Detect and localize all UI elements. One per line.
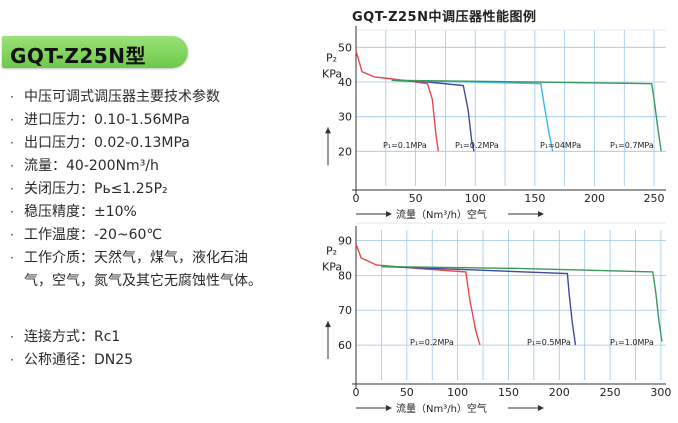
y-tick-label: 70 <box>338 304 352 317</box>
bullet-icon: · <box>10 330 14 344</box>
bullet-icon: · <box>10 353 14 367</box>
model-badge: GQT-Z25N型 <box>2 36 188 68</box>
spec-text: 工作温度：-20~60℃ <box>24 227 163 243</box>
x-tick-label: 100 <box>465 192 486 205</box>
spec-text: 中压可调式调压器主要技术参数 <box>24 89 220 105</box>
x-tick-label: 250 <box>600 386 621 399</box>
bullet-icon: · <box>10 113 14 127</box>
bullet-icon: · <box>10 182 14 196</box>
chart-2 <box>325 222 666 411</box>
x-tick-label: 50 <box>409 192 423 205</box>
series-line-2 <box>381 265 577 346</box>
series-label: P₁=0.1MPa <box>383 141 427 150</box>
y-axis-label: P₂ <box>326 51 337 64</box>
series-line-1 <box>355 50 439 152</box>
y-axis-unit: KPa <box>322 67 342 80</box>
series-label: P₁=0.5MPa <box>527 338 571 347</box>
y-tick-label: 40 <box>338 76 352 89</box>
spec-text: 流量：40-200Nm³/h <box>24 158 159 174</box>
series-line-2 <box>391 79 475 152</box>
series-label: P₁=0.7MPa <box>610 141 654 150</box>
spec-text: 工作介质：天然气，煤气，液化石油气，空气，氮气及其它无腐蚀性气体。 <box>24 250 262 289</box>
series-label: P₁=0.2MPa <box>410 338 454 347</box>
chart-1 <box>325 26 666 217</box>
y-axis-arrowhead <box>325 127 331 134</box>
series-line-3 <box>381 265 663 342</box>
spec-text: 关闭压力：Pь≤1.25P₂ <box>24 181 168 197</box>
x-tick-label: 200 <box>549 386 570 399</box>
x-tick-label: 250 <box>644 192 665 205</box>
y-axis-label: P₂ <box>326 244 337 257</box>
x-axis-label: 流量（Nm³/h）空气 <box>396 208 487 221</box>
chart-title: GQT-Z25N中调压器性能图例 <box>352 10 537 25</box>
bullet-icon: · <box>10 90 14 104</box>
spec-text: 进口压力：0.10-1.56MPa <box>24 112 190 128</box>
bullet-icon: · <box>10 251 14 265</box>
y-tick-label: 20 <box>338 145 352 158</box>
x-axis-label: 流量（Nm³/h）空气 <box>396 402 487 415</box>
x-tick-label: 50 <box>400 386 414 399</box>
series-label: P₁=1.0MPa <box>610 338 654 347</box>
x-tick-label: 0 <box>353 386 360 399</box>
x-tick-label: 300 <box>650 386 671 399</box>
y-axis-unit: KPa <box>322 260 342 273</box>
bullet-icon: · <box>10 205 14 219</box>
model-badge-label: GQT-Z25N型 <box>10 44 146 68</box>
x-axis-arrowhead-left <box>386 405 392 411</box>
x-axis-arrowhead-right <box>538 405 544 411</box>
y-tick-label: 30 <box>338 111 352 124</box>
x-axis-arrowhead-left <box>386 211 392 217</box>
y-tick-label: 50 <box>338 41 352 54</box>
series-label: P₁=0.2MPa <box>455 141 499 150</box>
spec-text: 稳压精度：±10% <box>24 204 137 220</box>
x-tick-label: 200 <box>584 192 605 205</box>
x-axis-arrowhead-right <box>538 211 544 217</box>
x-tick-label: 0 <box>353 192 360 205</box>
spec-text: 连接方式：Rc1 <box>24 329 121 345</box>
series-line-1 <box>355 243 481 346</box>
x-tick-label: 100 <box>447 386 468 399</box>
series-label: P₁=04MPa <box>540 141 581 150</box>
spec-text: 公称通径：DN25 <box>24 352 134 368</box>
bullet-icon: · <box>10 136 14 150</box>
y-axis-arrowhead <box>325 321 331 328</box>
x-tick-label: 150 <box>524 192 545 205</box>
y-tick-label: 60 <box>338 339 352 352</box>
y-tick-label: 80 <box>338 269 352 282</box>
bullet-icon: · <box>10 159 14 173</box>
spec-text: 出口压力：0.02-0.13MPa <box>24 135 190 151</box>
bullet-icon: · <box>10 228 14 242</box>
y-tick-label: 90 <box>338 234 352 247</box>
series-line-4 <box>391 79 662 152</box>
x-tick-label: 150 <box>498 386 519 399</box>
